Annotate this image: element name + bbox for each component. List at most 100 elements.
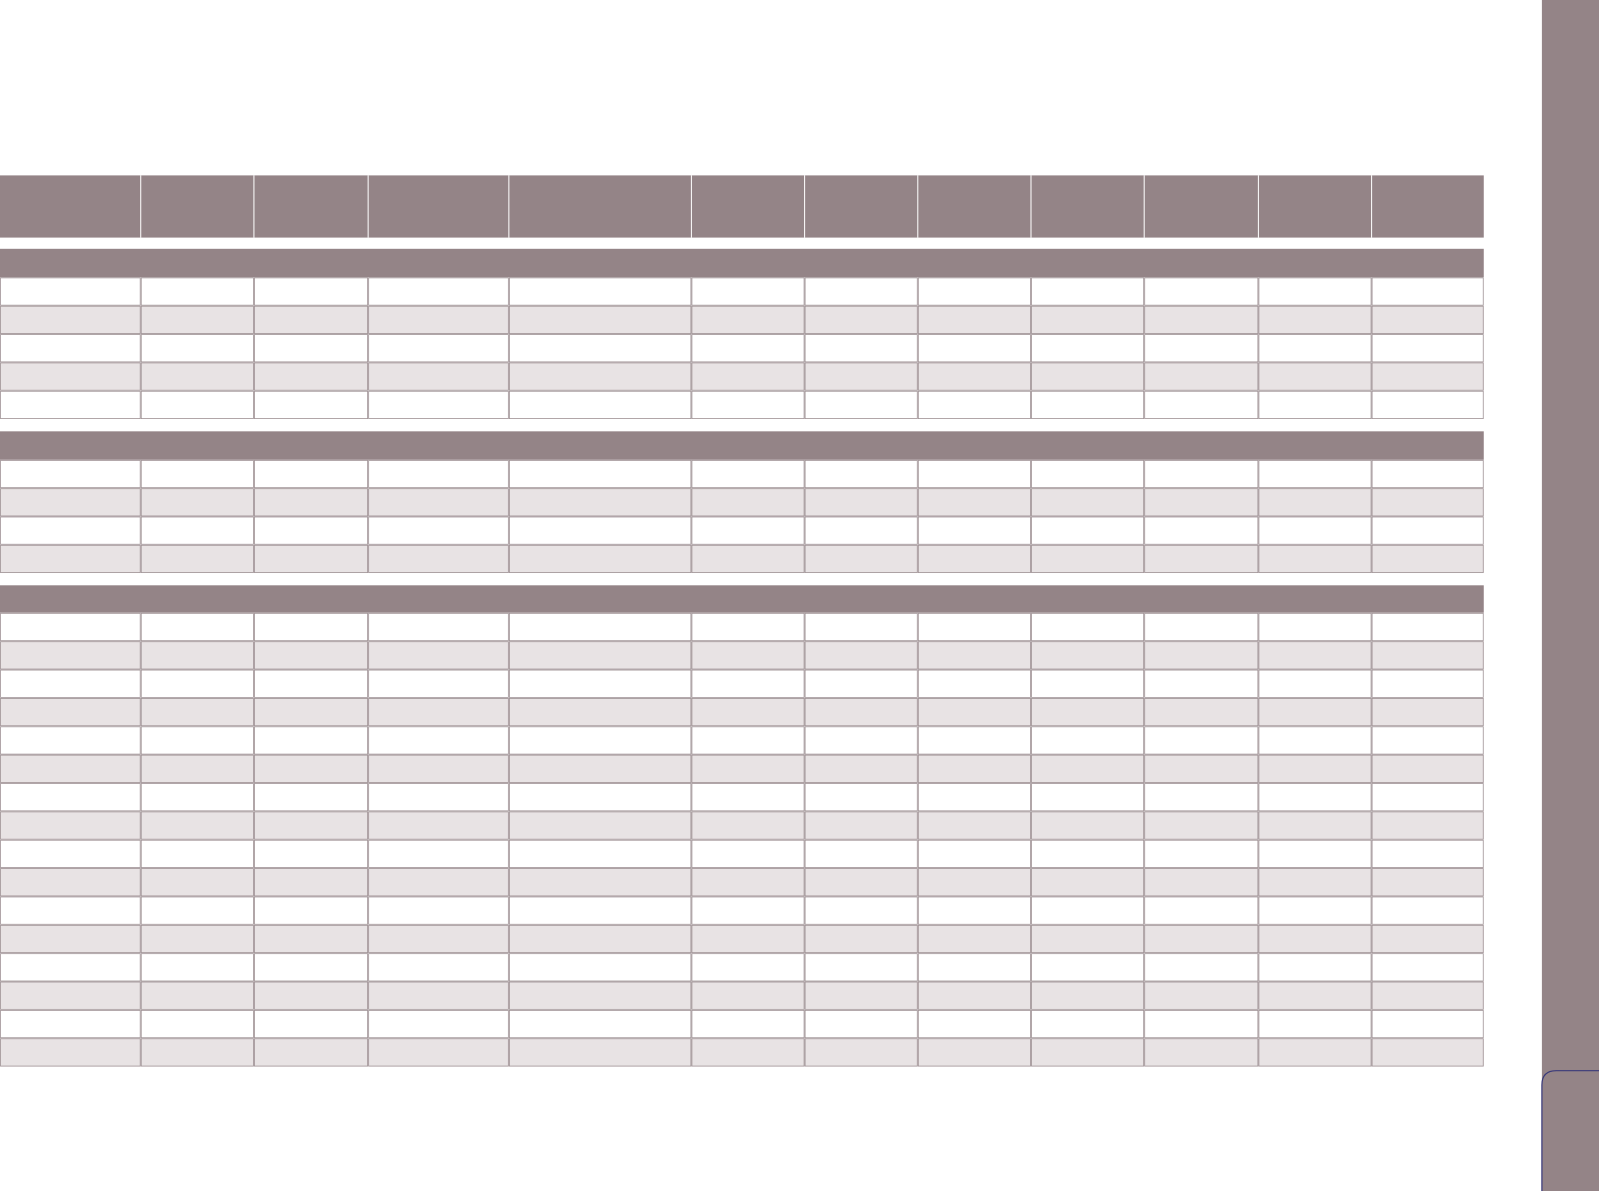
table-cell (1371, 953, 1484, 982)
table-cell (804, 488, 918, 517)
table-cell (1144, 896, 1259, 925)
table-cell (804, 698, 918, 727)
table-cell (0, 488, 141, 517)
table-cell (140, 783, 254, 812)
table-cell (0, 516, 141, 545)
table-cell (508, 953, 692, 982)
table-cell (508, 1009, 692, 1039)
table-cell (508, 390, 692, 419)
table-cell (917, 868, 1031, 897)
table-cell (1258, 641, 1372, 670)
table-cell (1031, 953, 1145, 982)
table-cell (0, 305, 141, 334)
table-cell (917, 516, 1031, 545)
table-cell (691, 305, 805, 334)
table-cell (0, 1009, 141, 1039)
table-cell (140, 516, 254, 545)
table-cell (368, 544, 509, 573)
table-cell (0, 811, 141, 840)
table-row (0, 839, 1484, 869)
table-cell (1258, 754, 1372, 783)
table-cell (1371, 362, 1484, 391)
table-cell (140, 924, 254, 954)
table-cell (1258, 488, 1372, 517)
table-cell (254, 981, 369, 1010)
table-cell (508, 754, 692, 783)
table-cell (1144, 544, 1259, 573)
table-cell (691, 390, 805, 419)
table-cell (508, 544, 692, 573)
table-cell (1144, 516, 1259, 545)
table-cell (140, 544, 254, 573)
table-row (0, 811, 1484, 840)
table-cell (1031, 981, 1145, 1010)
table-cell (508, 924, 692, 954)
table-cell (691, 811, 805, 840)
table-cell (1144, 868, 1259, 897)
table-cell (0, 334, 141, 363)
table-cell (691, 669, 805, 698)
table-cell (1371, 754, 1484, 783)
table-cell (691, 488, 805, 517)
table-cell (140, 896, 254, 925)
table-cell (508, 981, 692, 1010)
table-cell (1144, 390, 1259, 419)
table-row (0, 390, 1484, 420)
table-cell (804, 1009, 918, 1039)
table-cell (1258, 953, 1372, 982)
table-cell (140, 981, 254, 1010)
table-cell (691, 698, 805, 727)
table-row (0, 488, 1484, 517)
table-cell (1371, 783, 1484, 812)
table-cell (1144, 981, 1259, 1010)
sidebar-tab[interactable] (1541, 1070, 1599, 1191)
table-cell (1031, 305, 1145, 334)
table-cell (368, 612, 509, 642)
table-cell (691, 277, 805, 306)
table-cell (368, 362, 509, 391)
table-cell (804, 754, 918, 783)
table-cell (1258, 981, 1372, 1010)
table-cell (508, 839, 692, 868)
table-cell (140, 953, 254, 982)
table-row (0, 896, 1484, 925)
table-cell (1144, 1038, 1259, 1067)
table-cell (1371, 612, 1484, 642)
table-cell (804, 669, 918, 698)
table-cell (917, 896, 1031, 925)
table-cell (917, 488, 1031, 517)
table-cell (254, 1038, 369, 1067)
table-cell (691, 544, 805, 573)
table-cell (1258, 277, 1372, 306)
table-cell (804, 305, 918, 334)
table-cell (917, 362, 1031, 391)
table-cell (691, 516, 805, 545)
table-row (0, 544, 1484, 574)
table-cell (804, 1038, 918, 1067)
table-cell (254, 924, 369, 954)
table-row (0, 362, 1484, 391)
table-cell (254, 669, 369, 698)
table-cell (691, 924, 805, 954)
table-cell (1371, 839, 1484, 868)
table-cell (1371, 641, 1484, 670)
table-cell (1031, 924, 1145, 954)
table-cell (1031, 516, 1145, 545)
table-cell (368, 839, 509, 868)
table-cell (804, 896, 918, 925)
table-cell (254, 459, 369, 489)
table-cell (368, 896, 509, 925)
table-cell (1258, 924, 1372, 954)
table-cell (0, 362, 141, 391)
table-cell (804, 953, 918, 982)
table-cell (1031, 459, 1145, 489)
table-cell (368, 783, 509, 812)
table-cell (1371, 981, 1484, 1010)
table-cell (1371, 698, 1484, 727)
table-cell (140, 390, 254, 419)
table-cell (508, 669, 692, 698)
table-cell (140, 362, 254, 391)
table-row (0, 1009, 1484, 1039)
table-row (0, 754, 1484, 783)
